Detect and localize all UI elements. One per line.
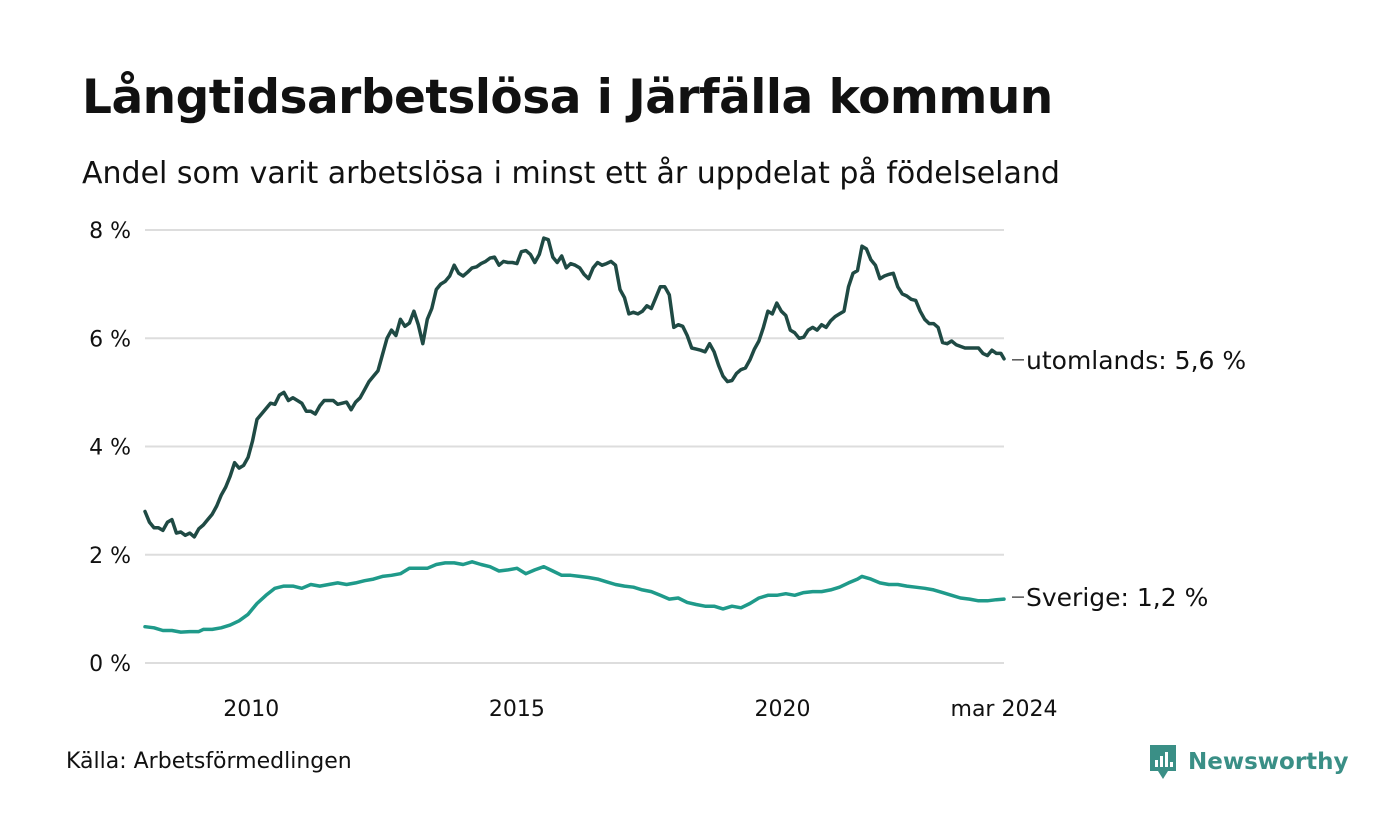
y-axis-tick-labels: 0 % 2 % 4 % 6 % 8 %: [89, 219, 131, 677]
y-gridlines: [145, 229, 1004, 664]
x-tick-label: mar 2024: [951, 697, 1058, 722]
series-line-sverige: [143, 560, 1006, 634]
newsworthy-logo-icon: [1150, 745, 1176, 779]
x-axis-tick-labels: 2010 2015 2020 mar 2024: [223, 697, 1057, 722]
chart-title: Långtidsarbetslösa i Järfälla kommun: [82, 70, 1053, 125]
brand-name: Newsworthy: [1188, 749, 1349, 775]
y-tick-label: 8 %: [89, 219, 131, 244]
series-line-utomlands: [143, 236, 1006, 539]
series-lines: [143, 236, 1006, 634]
end-label-sverige: Sverige: 1,2 %: [1026, 583, 1208, 612]
x-tick-label: 2020: [754, 697, 810, 722]
source-note: Källa: Arbetsförmedlingen: [66, 749, 352, 774]
end-label-utomlands: utomlands: 5,6 %: [1026, 346, 1246, 375]
series-end-labels: utomlands: 5,6 % Sverige: 1,2 %: [1012, 346, 1246, 612]
x-tick-label: 2010: [223, 697, 279, 722]
y-tick-label: 0 %: [89, 652, 131, 677]
y-tick-label: 4 %: [89, 436, 131, 461]
x-tick-label: 2015: [489, 697, 545, 722]
chart-subtitle: Andel som varit arbetslösa i minst ett å…: [82, 156, 1060, 191]
y-tick-label: 2 %: [89, 544, 131, 569]
y-tick-label: 6 %: [89, 327, 131, 352]
brand-logo[interactable]: Newsworthy: [1148, 742, 1349, 782]
